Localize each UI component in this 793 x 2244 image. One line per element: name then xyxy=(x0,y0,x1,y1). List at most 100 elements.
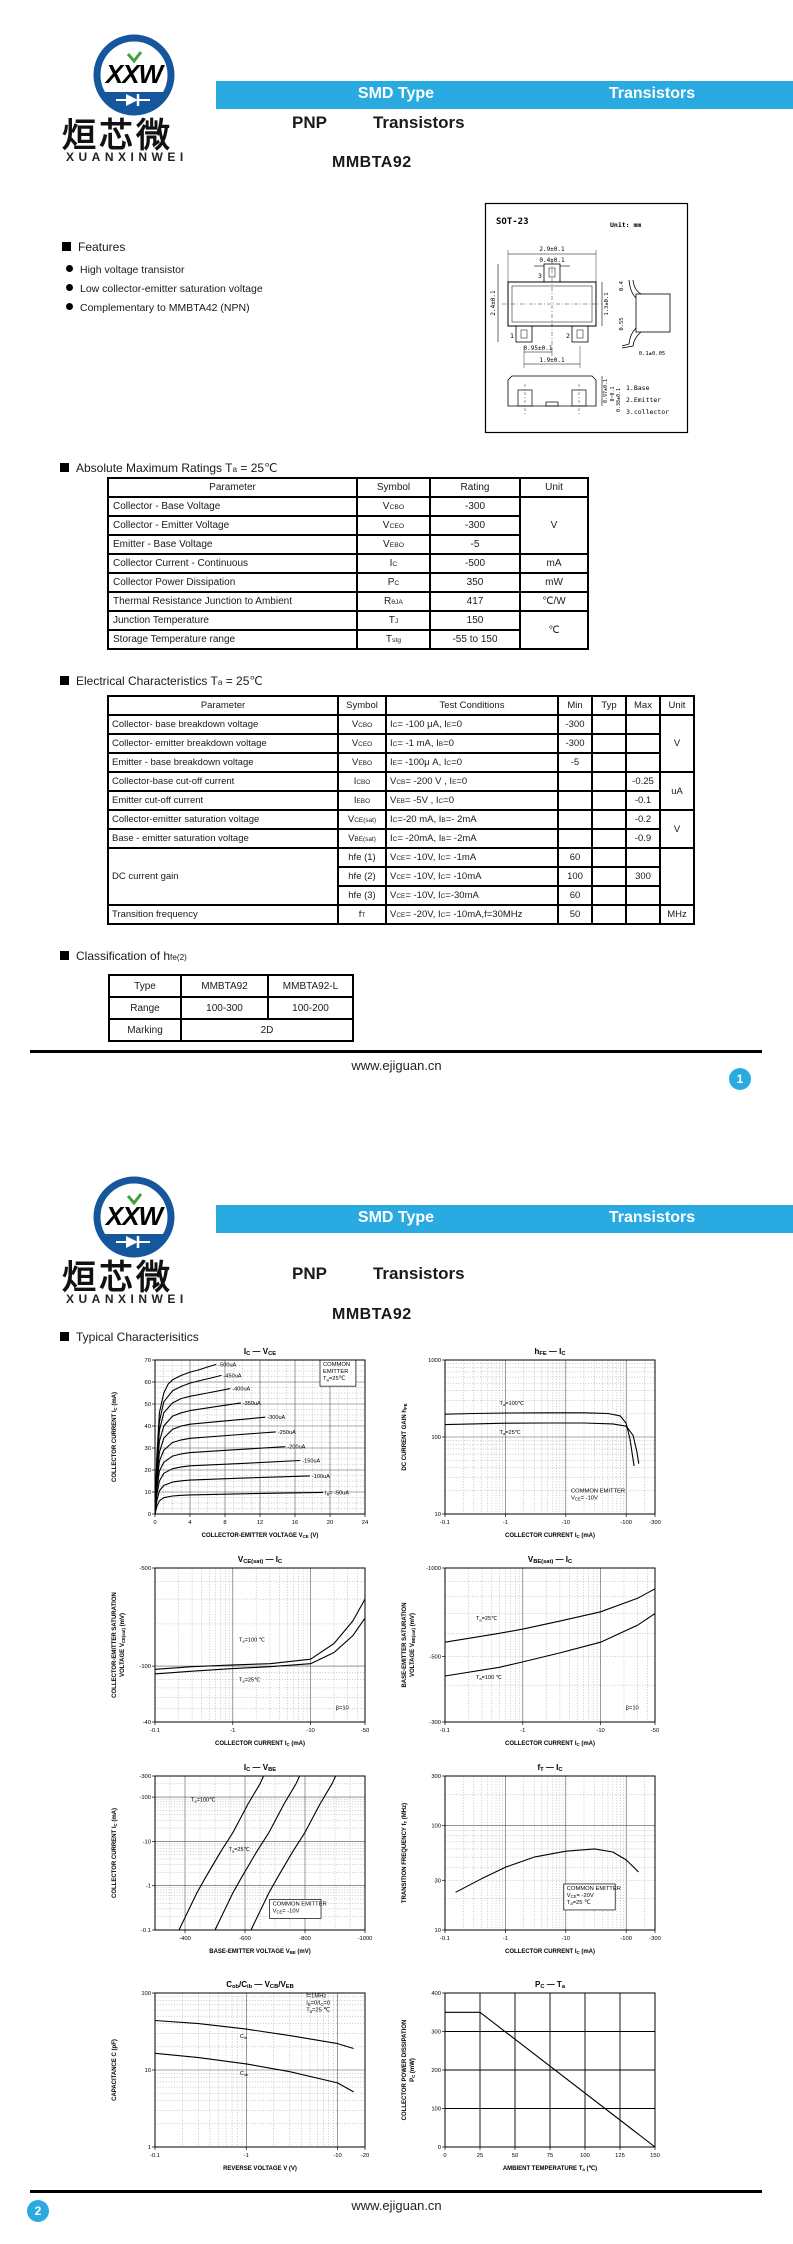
ec-unit-10: MHz xyxy=(659,904,695,925)
x-tick-label: -0.1 xyxy=(440,1520,450,1526)
x-axis-label: COLLECTOR-EMITTER VOLTAGE VCE (V) xyxy=(202,1533,319,1539)
chart-vbe-saturation: -0.1 -1 -10 -50 -1000 -500 -300 VBE(sat) — IC CO… xyxy=(398,1553,680,1759)
ec-symbol-0: VCBO xyxy=(337,714,387,735)
series-Ta=100C xyxy=(178,1775,265,1931)
amr-param-5: Thermal Resistance Junction to Ambient xyxy=(107,591,358,612)
x-tick-label: 25 xyxy=(477,2153,483,2159)
ec-max-2 xyxy=(625,752,661,773)
y-tick-label: 100 xyxy=(141,1991,151,1997)
x-axis-label: REVERSE VOLTAGE V (V) xyxy=(223,2166,297,2172)
brand-logo: XXW xyxy=(86,1172,182,1273)
curve-label: Ta=100℃ xyxy=(500,1401,525,1407)
x-axis-label: COLLECTOR CURRENT IC (mA) xyxy=(505,1533,595,1539)
series-IB=-350uA xyxy=(154,1402,241,1515)
curve-label: Ta=25℃ xyxy=(239,1677,261,1683)
ec-max-8: 300 xyxy=(625,866,661,887)
ec-symbol-9: hfe (3) xyxy=(337,885,387,906)
x-tick-label: -0.1 xyxy=(150,2153,160,2159)
ec-min-10: 50 xyxy=(557,904,593,925)
y-tick-label: 100 xyxy=(431,1824,441,1830)
chart-title: PC — Ta xyxy=(535,1980,566,1990)
amr-param-3: Collector Current - Continuous xyxy=(107,553,358,574)
logo-diode-icon xyxy=(126,94,138,106)
ec-symbol-1: VCEO xyxy=(337,733,387,754)
chart-output-characteristics: 0 4 8 12 16 20 24 0 10 20 30 40 50 60 70 IC — VCE COLLEC… xyxy=(108,1345,390,1551)
amr-rating-3: -500 xyxy=(429,553,521,574)
amr-symbol-0: VCBO xyxy=(356,496,431,517)
square-bullet-icon xyxy=(60,1332,69,1341)
amr-param-0: Collector - Base Voltage xyxy=(107,496,358,517)
dim-top-width: 2.9±0.1 xyxy=(539,246,565,253)
ec-param-4: Emitter cut-off current xyxy=(107,790,339,811)
x-tick-label: -400 xyxy=(179,1936,191,1942)
cls-r1c0: Range xyxy=(108,996,182,1020)
x-tick-label: 125 xyxy=(615,2153,625,2159)
brand-name-cn: 烜芯微 xyxy=(62,117,173,155)
brand-logo-icon: XXW xyxy=(93,34,175,116)
brand-logo: XXW xyxy=(86,30,182,131)
x-tick-label: -1 xyxy=(503,1520,508,1526)
ec-symbol-8: hfe (2) xyxy=(337,866,387,887)
feature-item: High voltage transistor xyxy=(66,264,263,276)
typical-characteristics-heading: Typical Characterisitics xyxy=(60,1330,199,1344)
ec-typ-6 xyxy=(591,828,627,849)
ec-typ-9 xyxy=(591,885,627,906)
ec-header-5: Max xyxy=(625,695,661,716)
amr-symbol-3: IC xyxy=(356,553,431,574)
amr-rating-4: 350 xyxy=(429,572,521,593)
chart-annotation: COMMON EMITTER xyxy=(567,1886,621,1892)
chart-title: IC — VBE xyxy=(244,1763,276,1773)
package-drawing: SOT-23 Unit: mm 2.9±0.1 0.4±0.1 3 2.4±0.… xyxy=(484,202,689,439)
ec-param-0: Collector- base breakdown voltage xyxy=(107,714,339,735)
ec-min-3 xyxy=(557,771,593,792)
features-list: High voltage transistor Low collector-em… xyxy=(66,264,263,321)
ec-param-6: Base - emitter saturation voltage xyxy=(107,828,339,849)
square-bullet-icon xyxy=(60,463,69,472)
dim-lead-width: 0.38±0.1 xyxy=(616,388,622,412)
ec-max-5: -0.2 xyxy=(625,809,661,830)
amr-rating-1: -300 xyxy=(429,515,521,536)
series-label: -100uA xyxy=(312,1474,330,1480)
series-Ta=25C xyxy=(444,1422,640,1464)
y-tick-label: 30 xyxy=(435,1878,441,1884)
ec-cond-4: VEB= -5V , IC=0 xyxy=(385,790,559,811)
pin-note-base: 1.Base xyxy=(626,384,650,392)
x-tick-label: -10 xyxy=(562,1936,570,1942)
ec-cond-2: IE= -100μ A, IC=0 xyxy=(385,752,559,773)
x-tick-label: -1 xyxy=(230,1728,235,1734)
brand-name-en: XUANXINWEI xyxy=(66,1292,188,1306)
device-family: Transistors xyxy=(372,1264,465,1283)
footer-rule xyxy=(30,1050,762,1053)
ec-max-9 xyxy=(625,885,661,906)
x-tick-label: -0.1 xyxy=(150,1728,160,1734)
chart-annotation: f=1MHz xyxy=(306,1994,326,2000)
series-IB=-100uA xyxy=(154,1475,310,1515)
ec-header-4: Typ xyxy=(591,695,627,716)
chart-ft-ic: -0.1 -1 -10 -100 -300 300 100 30 10 fT — IC COLLEC… xyxy=(402,1763,661,1955)
chart-title: VBE(sat) — IC xyxy=(528,1555,572,1565)
series-IB=-250uA xyxy=(154,1431,276,1515)
x-tick-label: -1 xyxy=(503,1936,508,1942)
series-label: -200uA xyxy=(287,1445,305,1451)
curve-label: Cob xyxy=(240,2071,249,2077)
chart-pc-ta: 0 25 50 75 100 125 150 0 100 200 300 400 PC — Ta AMBI… xyxy=(402,1980,660,2172)
curve-label: Ta=100℃ xyxy=(191,1797,216,1803)
brand-logo-icon: XXW xyxy=(93,1176,175,1258)
dim-lead-len: 0.55 xyxy=(619,317,625,330)
cls-r0c1: MMBTA92 xyxy=(180,974,269,998)
banner-smd-type: SMD Type xyxy=(357,1209,435,1226)
ec-header-0: Parameter xyxy=(107,695,339,716)
device-type: PNP xyxy=(292,113,327,132)
chart-annotation: Ta=25 ℃ xyxy=(306,2008,330,2014)
amr-unit-3: mA xyxy=(519,553,589,574)
ec-min-8: 100 xyxy=(557,866,593,887)
x-axis-label: AMBIENT TEMPERATURE Ta (℃) xyxy=(503,2165,597,2172)
dim-lead-top: 0.4 xyxy=(619,280,625,291)
cls-r0c0: Type xyxy=(108,974,182,998)
dim-standoff: 0~0.1 xyxy=(610,386,616,401)
banner: SMD Type Transistors xyxy=(216,1205,793,1233)
series-IB=-50uA xyxy=(154,1491,324,1515)
amr-rating-5: 417 xyxy=(429,591,521,612)
ec-max-0 xyxy=(625,714,661,735)
chart-transition-frequency: -0.1 -1 -10 -100 -300 300 100 30 10 fT — IC COLLEC… xyxy=(398,1761,680,1967)
